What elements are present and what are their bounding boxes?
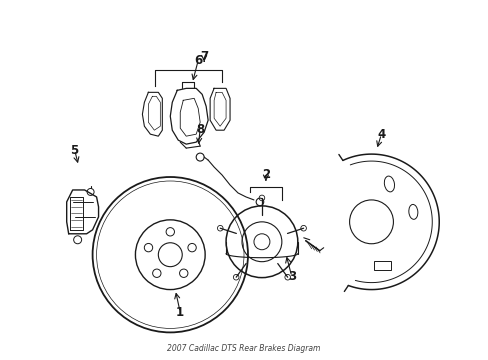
Text: 1: 1 xyxy=(176,306,184,319)
Text: 4: 4 xyxy=(377,128,385,141)
Text: 8: 8 xyxy=(196,123,204,136)
Ellipse shape xyxy=(408,204,417,219)
Polygon shape xyxy=(210,88,229,130)
Polygon shape xyxy=(142,92,162,136)
Text: 2: 2 xyxy=(261,167,269,180)
Bar xyxy=(373,261,390,270)
Polygon shape xyxy=(170,88,208,144)
Text: 7: 7 xyxy=(200,50,208,63)
Text: 2007 Cadillac DTS Rear Brakes Diagram: 2007 Cadillac DTS Rear Brakes Diagram xyxy=(167,344,320,353)
Text: 5: 5 xyxy=(70,144,79,157)
Text: 3: 3 xyxy=(287,270,295,283)
Ellipse shape xyxy=(384,176,394,192)
Text: 6: 6 xyxy=(194,54,202,67)
